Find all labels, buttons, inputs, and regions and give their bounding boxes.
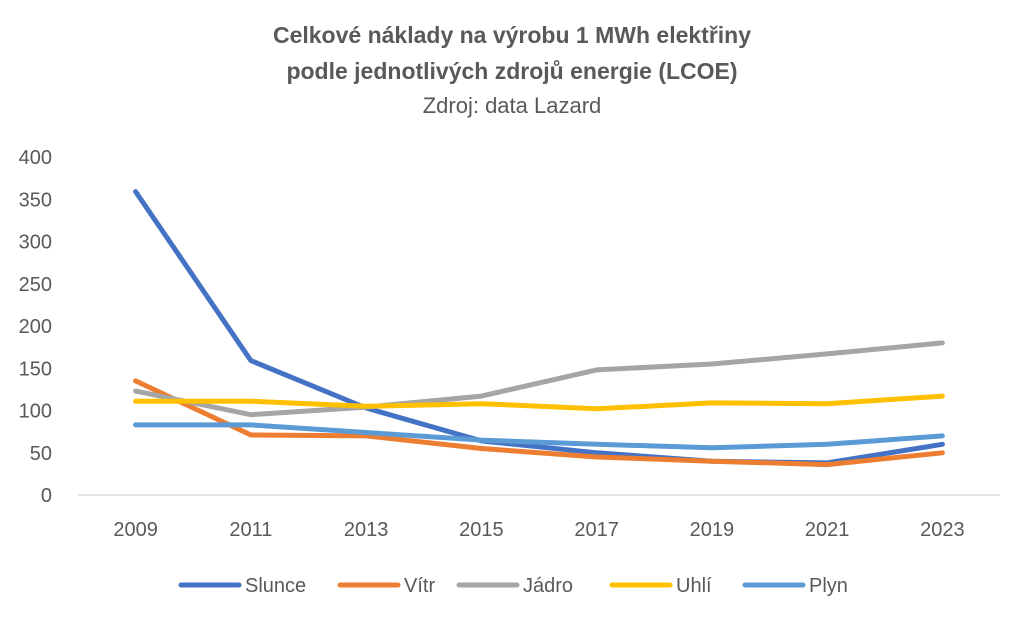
legend-label: Jádro bbox=[523, 575, 573, 597]
y-tick-label: 100 bbox=[19, 401, 52, 423]
series-lines bbox=[133, 189, 945, 468]
legend-label: Vítr bbox=[404, 575, 435, 597]
legend: Slunce Vítr Jádro Uhlí Plyn bbox=[178, 575, 848, 597]
x-tick-label: 2015 bbox=[459, 519, 504, 541]
legend-item: Uhlí bbox=[609, 575, 712, 597]
legend-label: Slunce bbox=[245, 575, 306, 597]
series-line-Vítr bbox=[133, 378, 945, 468]
y-axis-ticks: 0 50 100 150 200 250 300 350 400 bbox=[19, 147, 52, 507]
y-tick-label: 0 bbox=[41, 485, 52, 507]
x-tick-label: 2019 bbox=[690, 519, 735, 541]
legend-label: Uhlí bbox=[676, 575, 712, 597]
legend-item: Jádro bbox=[456, 575, 573, 597]
chart-subtitle: Zdroj: data Lazard bbox=[422, 93, 602, 118]
x-tick-label: 2009 bbox=[113, 519, 158, 541]
legend-item: Vítr bbox=[337, 575, 435, 597]
x-tick-label: 2011 bbox=[229, 519, 272, 541]
legend-label: Plyn bbox=[809, 575, 848, 597]
y-tick-label: 300 bbox=[19, 232, 52, 254]
y-tick-label: 150 bbox=[19, 358, 52, 380]
x-tick-label: 2013 bbox=[344, 519, 389, 541]
x-tick-label: 2023 bbox=[920, 519, 965, 541]
chart-title-line2: podle jednotlivých zdrojů energie (LCOE) bbox=[286, 58, 738, 84]
series-line-Uhlí bbox=[133, 393, 945, 412]
x-axis-ticks: 2009 2011 2013 2015 2017 2019 2021 2023 bbox=[113, 519, 964, 541]
series-line-Plyn bbox=[133, 422, 945, 451]
y-tick-label: 400 bbox=[19, 147, 52, 169]
y-tick-label: 350 bbox=[19, 189, 52, 211]
legend-item: Plyn bbox=[742, 575, 848, 597]
y-tick-label: 50 bbox=[30, 443, 52, 465]
y-tick-label: 200 bbox=[19, 316, 52, 338]
x-tick-label: 2021 bbox=[805, 519, 850, 541]
x-tick-label: 2017 bbox=[574, 519, 619, 541]
y-tick-label: 250 bbox=[19, 274, 52, 296]
chart-title: Celkové náklady na výrobu 1 MWh elektřin… bbox=[272, 22, 752, 48]
legend-item: Slunce bbox=[178, 575, 306, 597]
series-line-Slunce bbox=[133, 189, 945, 466]
series-line-Jádro bbox=[133, 340, 945, 418]
